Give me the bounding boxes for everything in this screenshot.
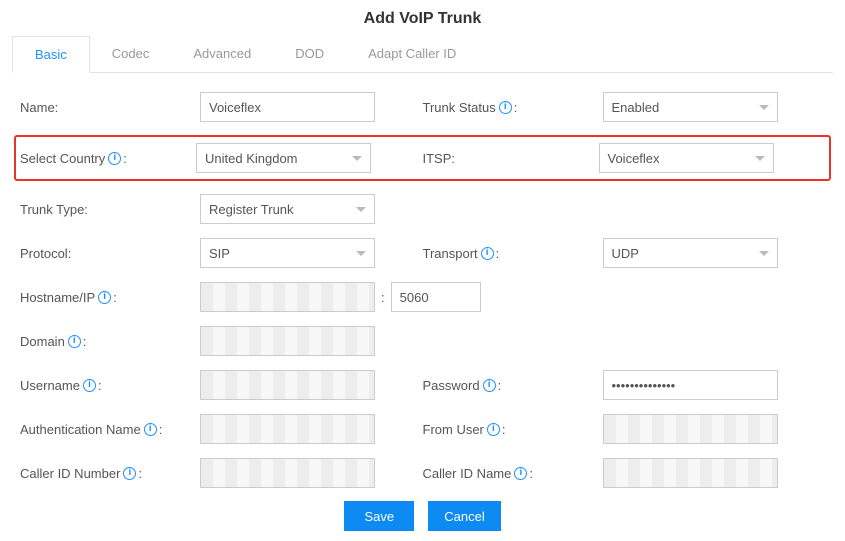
cancel-button[interactable]: Cancel xyxy=(428,501,500,531)
trunk-status-label: Trunk Status i: xyxy=(423,100,603,115)
info-icon[interactable]: i xyxy=(487,423,500,436)
transport-select[interactable]: UDP xyxy=(603,238,778,268)
password-input[interactable] xyxy=(603,370,778,400)
save-button[interactable]: Save xyxy=(344,501,414,531)
auth-name-input[interactable] xyxy=(200,414,375,444)
page-title: Add VoIP Trunk xyxy=(12,10,833,28)
info-icon[interactable]: i xyxy=(514,467,527,480)
itsp-select[interactable]: Voiceflex xyxy=(599,143,774,173)
transport-label: Transport i: xyxy=(423,246,603,261)
info-icon[interactable]: i xyxy=(144,423,157,436)
from-user-label: From User i: xyxy=(423,422,603,437)
port-separator: : xyxy=(381,290,385,305)
chevron-down-icon xyxy=(356,207,366,212)
domain-label: Domain i: xyxy=(20,334,200,349)
tab-advanced[interactable]: Advanced xyxy=(171,36,273,72)
info-icon[interactable]: i xyxy=(499,101,512,114)
info-icon[interactable]: i xyxy=(123,467,136,480)
highlighted-country-itsp: Select Country i: United Kingdom ITSP: V… xyxy=(14,135,831,181)
protocol-select[interactable]: SIP xyxy=(200,238,375,268)
tab-bar: Basic Codec Advanced DOD Adapt Caller ID xyxy=(12,36,833,73)
caller-id-number-input[interactable] xyxy=(200,458,375,488)
select-country-label: Select Country i: xyxy=(20,151,196,166)
info-icon[interactable]: i xyxy=(68,335,81,348)
trunk-status-select[interactable]: Enabled xyxy=(603,92,778,122)
tab-codec[interactable]: Codec xyxy=(90,36,172,72)
hostname-input[interactable] xyxy=(200,282,375,312)
caller-id-name-input[interactable] xyxy=(603,458,778,488)
tab-basic[interactable]: Basic xyxy=(12,36,90,73)
itsp-label: ITSP: xyxy=(423,151,599,166)
info-icon[interactable]: i xyxy=(98,291,111,304)
chevron-down-icon xyxy=(759,251,769,256)
hostname-label: Hostname/IP i: xyxy=(20,290,200,305)
info-icon[interactable]: i xyxy=(108,152,121,165)
chevron-down-icon xyxy=(352,156,362,161)
chevron-down-icon xyxy=(755,156,765,161)
info-icon[interactable]: i xyxy=(83,379,96,392)
tab-adapt-caller-id[interactable]: Adapt Caller ID xyxy=(346,36,478,72)
chevron-down-icon xyxy=(356,251,366,256)
name-input[interactable] xyxy=(200,92,375,122)
auth-name-label: Authentication Name i: xyxy=(20,422,200,437)
username-input[interactable] xyxy=(200,370,375,400)
username-label: Username i: xyxy=(20,378,200,393)
caller-id-number-label: Caller ID Number i: xyxy=(20,466,200,481)
trunk-type-select[interactable]: Register Trunk xyxy=(200,194,375,224)
from-user-input[interactable] xyxy=(603,414,778,444)
password-label: Password i: xyxy=(423,378,603,393)
chevron-down-icon xyxy=(759,105,769,110)
info-icon[interactable]: i xyxy=(483,379,496,392)
trunk-type-label: Trunk Type: xyxy=(20,202,200,217)
info-icon[interactable]: i xyxy=(481,247,494,260)
caller-id-name-label: Caller ID Name i: xyxy=(423,466,603,481)
domain-input[interactable] xyxy=(200,326,375,356)
tab-dod[interactable]: DOD xyxy=(273,36,346,72)
name-label: Name: xyxy=(20,100,200,115)
protocol-label: Protocol: xyxy=(20,246,200,261)
port-input[interactable] xyxy=(391,282,481,312)
select-country-select[interactable]: United Kingdom xyxy=(196,143,371,173)
